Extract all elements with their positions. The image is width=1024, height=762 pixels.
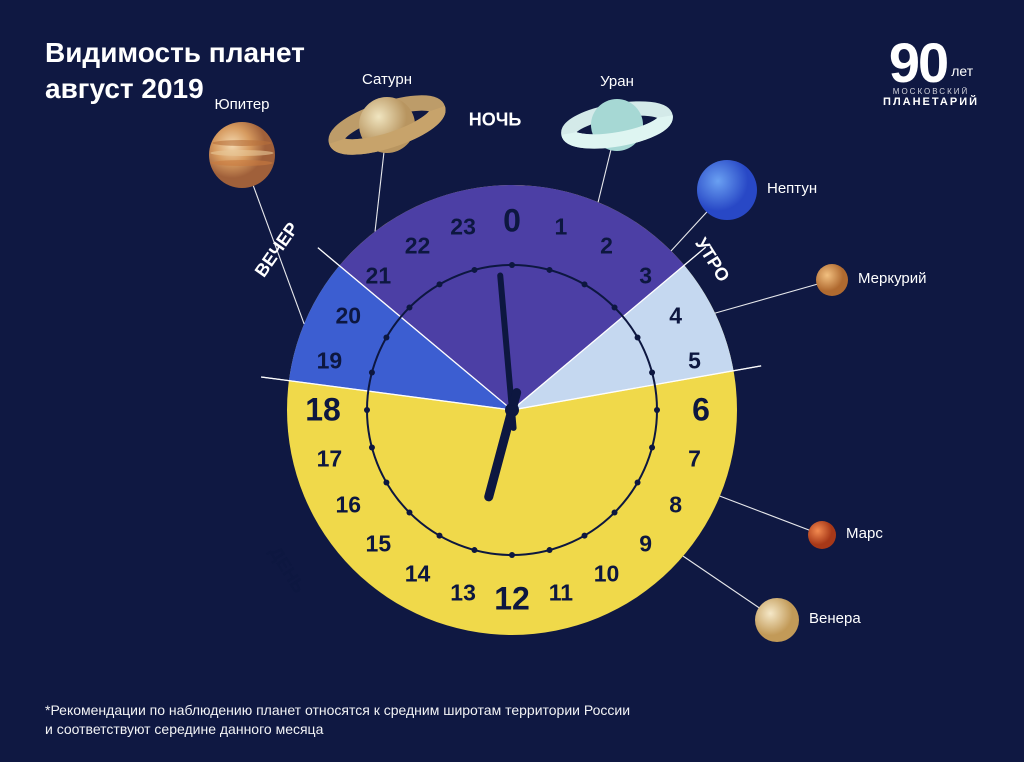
infographic-canvas: 01234567891011121314151617181920212223НО… (162, 110, 862, 690)
planet-jupiter (209, 122, 275, 188)
label-neptune: Нептун (767, 180, 817, 197)
hour-2: 2 (600, 233, 613, 260)
logo-number: 90 (889, 31, 947, 94)
hour-17: 17 (317, 445, 343, 472)
hour-23: 23 (450, 214, 476, 241)
hour-15: 15 (366, 530, 392, 557)
tod-night: НОЧЬ (469, 110, 522, 131)
line-mercury (715, 280, 832, 313)
line-mars (720, 496, 822, 535)
planet-uranus (566, 99, 668, 151)
hour-5: 5 (688, 348, 701, 375)
logo-line1: МОСКОВСКИЙ (883, 87, 979, 96)
planet-neptune (697, 160, 757, 220)
label-saturn: Сатурн (347, 71, 427, 88)
planet-mars (808, 521, 836, 549)
hour-8: 8 (669, 491, 682, 518)
label-jupiter: Юпитер (202, 96, 282, 113)
hour-20: 20 (336, 302, 362, 329)
hour-11: 11 (549, 579, 573, 606)
hour-7: 7 (688, 445, 701, 472)
hour-13: 13 (450, 579, 476, 606)
label-uranus: Уран (577, 73, 657, 90)
hour-9: 9 (639, 530, 652, 557)
footnote: *Рекомендации по наблюдению планет относ… (45, 701, 630, 740)
hour-6: 6 (692, 392, 710, 429)
hour-18: 18 (305, 392, 341, 429)
title-line2: август 2019 (45, 73, 204, 104)
hour-14: 14 (405, 560, 431, 587)
logo: 90лет МОСКОВСКИЙ ПЛАНЕТАРИЙ (883, 30, 979, 108)
hour-22: 22 (405, 233, 431, 260)
logo-line2: ПЛАНЕТАРИЙ (883, 96, 979, 108)
title-line1: Видимость планет (45, 37, 305, 68)
hour-12: 12 (494, 581, 530, 618)
hour-1: 1 (555, 214, 568, 241)
hour-21: 21 (366, 263, 392, 290)
hour-10: 10 (594, 560, 620, 587)
label-mercury: Меркурий (858, 270, 927, 287)
label-mars: Марс (846, 525, 883, 542)
label-venus: Венера (809, 610, 861, 627)
planet-venus (755, 598, 799, 642)
hour-16: 16 (336, 491, 362, 518)
hour-3: 3 (639, 263, 652, 290)
hour-4: 4 (669, 302, 682, 329)
hour-19: 19 (317, 348, 343, 375)
planet-mercury (816, 264, 848, 296)
hour-0: 0 (503, 203, 521, 240)
logo-suffix: лет (951, 63, 973, 79)
planet-saturn (332, 94, 443, 156)
